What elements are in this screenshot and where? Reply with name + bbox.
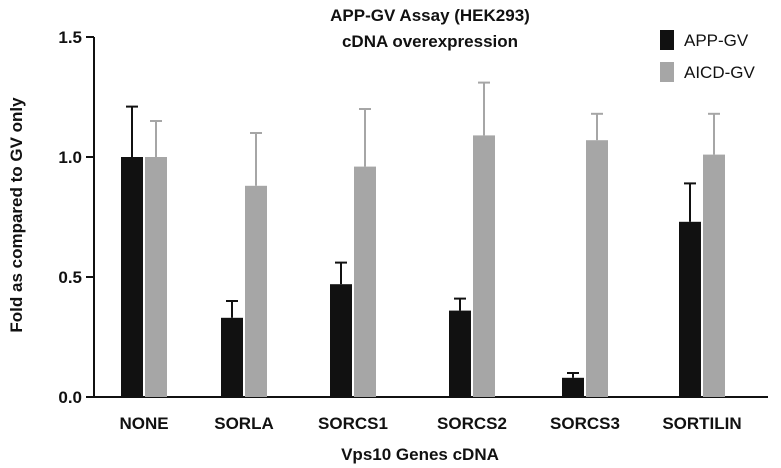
x-tick-label: SORLA [214, 414, 274, 433]
x-tick-label: SORCS1 [318, 414, 388, 433]
x-axis-label: Vps10 Genes cDNA [341, 445, 499, 464]
y-tick-label: 0.5 [58, 268, 82, 287]
bar-app-gv-sortilin [679, 221, 701, 397]
chart-subtitle: cDNA overexpression [342, 32, 518, 51]
legend-swatch [660, 62, 674, 82]
bar-app-gv-sorcs2 [449, 310, 471, 397]
plot-area: 0.0 0.5 1.0 1.5 NONE SORLA SORCS1 SORCS2 SORCS3 S… [58, 28, 768, 433]
bar-aicd-gv-none [145, 157, 167, 397]
legend-label: APP-GV [684, 31, 749, 50]
bar-aicd-gv-sorcs3 [586, 140, 608, 397]
bar-aicd-gv-sorcs1 [354, 166, 376, 397]
bar-app-gv-none [121, 157, 143, 397]
y-tick-label: 1.5 [58, 28, 82, 47]
x-tick-label: SORCS3 [550, 414, 620, 433]
bar-aicd-gv-sorla [245, 185, 267, 397]
bar-aicd-gv-sortilin [703, 154, 725, 397]
legend-swatch [660, 30, 674, 50]
bar-app-gv-sorcs1 [330, 284, 352, 397]
legend: APP-GV AICD-GV [660, 30, 756, 82]
y-tick-label: 0.0 [58, 388, 82, 407]
x-tick-label: NONE [119, 414, 168, 433]
y-axis-label: Fold as compared to GV only [7, 97, 26, 333]
y-tick-label: 1.0 [58, 148, 82, 167]
bar-app-gv-sorcs3 [562, 377, 584, 397]
chart-title: APP-GV Assay (HEK293) [330, 6, 530, 25]
x-tick-label: SORCS2 [437, 414, 507, 433]
bar-aicd-gv-sorcs2 [473, 135, 495, 397]
bar-app-gv-sorla [221, 317, 243, 397]
legend-label: AICD-GV [684, 63, 756, 82]
x-tick-label: SORTILIN [662, 414, 741, 433]
